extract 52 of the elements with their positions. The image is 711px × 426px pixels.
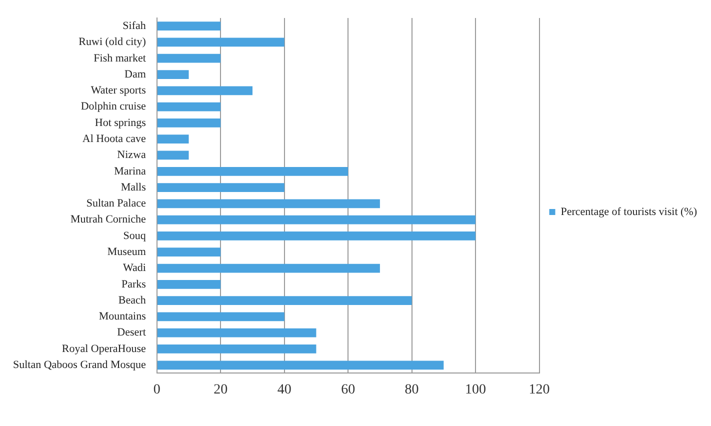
- y-tick-label: Sultan Qaboos Grand Mosque: [12, 359, 146, 372]
- y-tick-label: Nizwa: [117, 149, 146, 162]
- bar: [157, 360, 444, 370]
- y-tick-label: Fish market: [94, 52, 146, 64]
- y-tick-label: Souq: [123, 230, 146, 242]
- y-tick-label: Sifah: [122, 20, 146, 32]
- bar: [157, 166, 348, 176]
- x-tick-label: 0: [153, 382, 160, 398]
- x-tick-label: 40: [277, 382, 292, 398]
- y-tick-label: Dolphin cruise: [80, 100, 146, 113]
- bar: [157, 70, 189, 79]
- bar: [157, 296, 412, 305]
- bar: [157, 118, 221, 128]
- y-tick-label: Hot springs: [94, 116, 146, 129]
- bar: [157, 280, 221, 289]
- x-tick-label: 20: [214, 382, 228, 398]
- y-tick-label: Mutrah Corniche: [70, 214, 146, 226]
- bar: [157, 264, 380, 273]
- x-tick-label: 60: [341, 382, 356, 398]
- x-tick-label: 100: [465, 382, 486, 398]
- y-tick-label: Wadi: [122, 262, 146, 274]
- bar: [157, 38, 284, 47]
- bar: [157, 86, 252, 96]
- bar: [157, 199, 380, 208]
- bar: [157, 102, 221, 112]
- bar: [157, 150, 189, 160]
- x-tick-label: 80: [404, 382, 419, 398]
- y-tick-label: Parks: [121, 278, 146, 290]
- y-tick-label: Beach: [118, 294, 146, 306]
- y-tick-label: Royal OperaHouse: [62, 342, 146, 355]
- y-tick-label: Ruwi (old city): [78, 36, 146, 48]
- bar: [157, 215, 476, 224]
- bar: [157, 183, 284, 192]
- x-tick-label: 120: [528, 382, 550, 398]
- y-tick-label: Water sports: [90, 84, 146, 97]
- legend-label: Percentage of tourists visit (%): [560, 206, 698, 218]
- y-tick-label: Museum: [107, 246, 146, 258]
- y-tick-label: Desert: [117, 326, 146, 339]
- y-tick-label: Sultan Palace: [86, 198, 146, 210]
- bar: [157, 312, 284, 322]
- bar: [157, 328, 316, 338]
- bar: [157, 248, 221, 257]
- y-tick-label: Mountains: [98, 310, 146, 323]
- bar: [157, 344, 316, 354]
- bar: [157, 134, 189, 144]
- bar: [157, 22, 221, 31]
- y-tick-label: Al Hoota cave: [82, 132, 146, 145]
- bar: [157, 54, 221, 63]
- y-tick-label: Marina: [114, 165, 146, 178]
- bar: [157, 232, 476, 240]
- y-tick-label: Malls: [120, 181, 146, 194]
- y-tick-label: Dam: [124, 68, 146, 80]
